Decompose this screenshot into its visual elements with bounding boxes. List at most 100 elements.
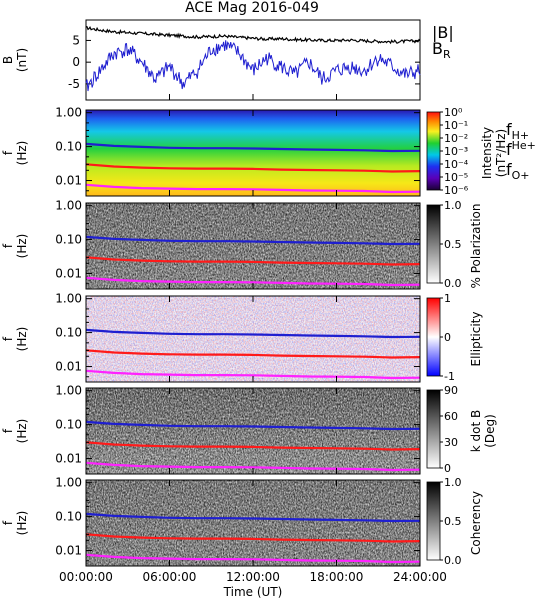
freq-ylabel-main: f	[1, 336, 15, 341]
legend-f-h-main: f	[506, 120, 512, 139]
coherency-panel: 1.00 0.10 0.01 f (Hz) 1.0 0.5 0.0 Coherency	[1, 476, 483, 567]
x-axis-label: Time (UT)	[223, 585, 283, 599]
colorbar-tick-label: 0.5	[444, 238, 462, 251]
spectral-panels: 1.000.100.01f (Hz)10⁰10⁻¹10⁻²10⁻³10⁻⁴10⁻⁵…	[1, 106, 508, 567]
freq-tick-label: 0.01	[55, 544, 82, 558]
legend-f-h-sub: H+	[512, 129, 530, 142]
freq-tick-label: 1.00	[55, 199, 82, 213]
colorbar-label-unit: (Deg)	[483, 414, 497, 448]
b-r-line	[85, 40, 421, 92]
species-legend: fH+ fHe+ fO+	[506, 120, 536, 182]
time-tick-label: 24:00:00	[393, 570, 447, 584]
colorbar-tick-label: 10⁻⁶	[444, 184, 469, 197]
time-tick-label: 18:00:00	[310, 570, 364, 584]
coherency-colorbar	[426, 481, 441, 561]
coherency-texture-light	[86, 480, 420, 566]
kdotb-fhe-curve	[85, 441, 421, 451]
kdotb-fh-curve	[85, 420, 421, 431]
colorbar-tick-label: 10⁻⁴	[444, 158, 469, 171]
ellipticity-fh-curve	[85, 328, 421, 339]
freq-tick-label: 0.10	[55, 326, 82, 340]
colorbar-label-main: Intensity	[480, 127, 494, 179]
polarization-ylabel: f (Hz)	[1, 234, 29, 259]
kdotb-colorbar	[426, 389, 441, 469]
time-tick-label: 06:00:00	[143, 570, 197, 584]
freq-ylabel-unit: (Hz)	[15, 327, 29, 352]
field-y-ticks: 5 0 -5	[68, 33, 421, 100]
field-ylabel-main: B	[1, 56, 15, 64]
freq-tick-label: 0.01	[55, 452, 82, 466]
colorbar-tick-label: 10⁻²	[444, 132, 468, 145]
colorbar-label-main: k dot B	[469, 410, 483, 452]
freq-tick-label: 0.01	[55, 267, 82, 281]
colorbar-tick-label: 1.0	[444, 476, 462, 489]
kdotb-ylabel: f (Hz)	[1, 419, 29, 444]
polarization-fhe-curve	[85, 256, 421, 266]
polarization-colorbar	[426, 204, 441, 284]
colorbar-label-main: % Polarization	[469, 204, 483, 289]
freq-ylabel-main: f	[1, 520, 15, 525]
field-y-tick-label: -5	[68, 77, 80, 91]
plot-title: ACE Mag 2016-049	[185, 0, 319, 16]
polarization-colorbar-label: % Polarization	[469, 204, 483, 289]
ellipticity-fo-curve	[85, 369, 421, 380]
ellipticity-ylabel: f (Hz)	[1, 327, 29, 352]
colorbar-tick-label: 10⁻¹	[444, 119, 468, 132]
freq-ylabel-unit: (Hz)	[15, 419, 29, 444]
colorbar-tick-label: 0	[444, 331, 451, 344]
coherency-ylabel: f (Hz)	[1, 511, 29, 536]
kdotb-fo-curve	[85, 461, 421, 472]
ellipticity-fhe-curve	[85, 349, 421, 359]
field-panel: 50-5 B (nT) |B| BR	[1, 19, 454, 101]
coherency-fhe-curve	[85, 533, 421, 543]
intensity-ylabel: f (Hz)	[1, 141, 29, 166]
colorbar-tick-label: 60	[444, 410, 458, 423]
field-panel-frame	[85, 19, 421, 101]
freq-tick-label: 0.10	[55, 233, 82, 247]
polarization-texture-light	[86, 203, 420, 289]
legend-b-r-sub: R	[443, 48, 451, 61]
time-tick-label: 12:00:00	[226, 570, 280, 584]
colorbar-tick-label: -1	[444, 370, 455, 383]
legend-f-o-sub: O+	[512, 169, 530, 182]
coherency-fo-curve	[85, 553, 421, 564]
ellipticity-colorbar	[426, 297, 441, 377]
freq-ylabel-unit: (Hz)	[15, 141, 29, 166]
colorbar-tick-label: 0.5	[444, 515, 462, 528]
colorbar-tick-label: 0.0	[444, 554, 462, 567]
freq-ylabel-unit: (Hz)	[15, 234, 29, 259]
intensity-colorbar-label: Intensity (nT²/Hz)	[480, 127, 508, 179]
legend-f-he-sub: He+	[512, 139, 536, 152]
intensity-fo-curve	[85, 183, 421, 194]
colorbar-tick-label: 1.0	[444, 199, 462, 212]
freq-tick-label: 1.00	[55, 292, 82, 306]
freq-tick-label: 1.00	[55, 106, 82, 120]
ellipticity-texture-blue	[86, 296, 420, 382]
ellipticity-colorbar-label: Ellipticity	[469, 312, 483, 367]
intensity-fhe-curve	[85, 163, 421, 173]
kdotb-texture-light	[86, 388, 420, 474]
freq-tick-label: 1.00	[55, 384, 82, 398]
colorbar-tick-label: 10⁻⁵	[444, 171, 468, 184]
colorbar-tick-label: 0	[444, 462, 451, 475]
freq-ylabel-main: f	[1, 150, 15, 155]
field-y-tick-label: 5	[72, 33, 80, 47]
freq-tick-label: 1.00	[55, 476, 82, 490]
legend-f-o: fO+	[506, 160, 530, 182]
intensity-spectrogram	[86, 110, 420, 196]
freq-tick-label: 0.10	[55, 510, 82, 524]
freq-tick-label: 0.10	[55, 418, 82, 432]
polarization-panel: 1.00 0.10 0.01 f (Hz) 1.0 0.5 0.0 % Polarization	[1, 199, 483, 290]
intensity-fh-curve	[85, 142, 421, 153]
colorbar-tick-label: 90	[444, 384, 458, 397]
field-ylabel-unit: (nT)	[15, 48, 29, 72]
legend-b-r: BR	[432, 39, 451, 61]
ellipticity-panel: 1.00 0.10 0.01 f (Hz) 1 0 -1 Ellipticity	[1, 292, 483, 383]
freq-ylabel-main: f	[1, 243, 15, 248]
polarization-fh-curve	[85, 235, 421, 246]
colorbar-label-main: Coherency	[469, 491, 483, 555]
intensity-panel: 1.00 0.10 0.01 f (Hz) 10⁰10⁻¹10⁻²10⁻³10⁻⁴10⁻⁵…	[1, 106, 508, 197]
field-y-tick-label: 0	[72, 55, 80, 69]
colorbar-label-main: Ellipticity	[469, 312, 483, 367]
